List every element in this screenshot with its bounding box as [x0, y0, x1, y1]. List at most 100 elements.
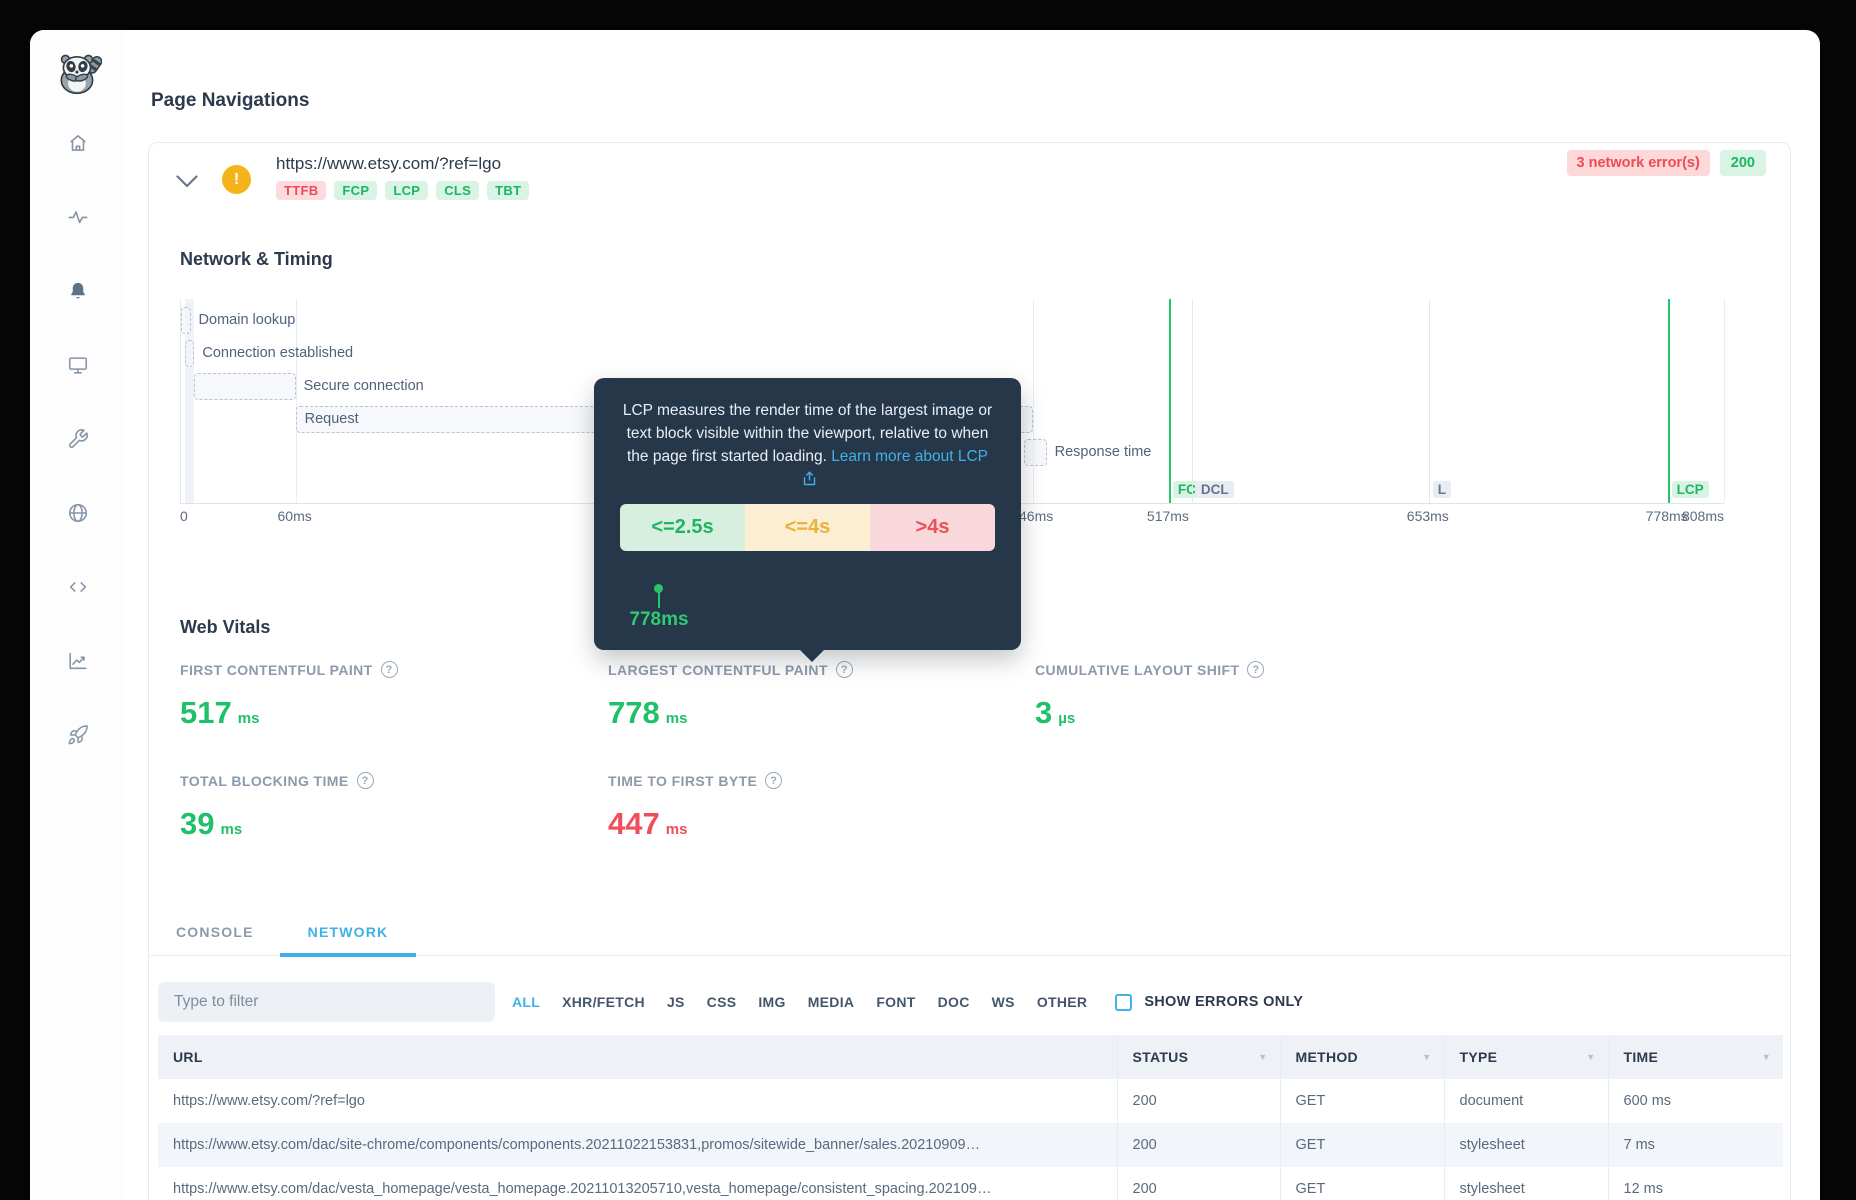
type-cell: stylesheet: [1443, 1123, 1608, 1167]
lcp-tooltip-text: LCP measures the render time of the larg…: [620, 399, 995, 491]
metric-label: LARGEST CONTENTFUL PAINT?: [608, 661, 1035, 678]
filter-input[interactable]: [158, 982, 495, 1022]
table-row[interactable]: https://www.etsy.com/?ref=lgo 200 GET docum…: [158, 1079, 1783, 1123]
line-chart-icon[interactable]: [67, 650, 89, 672]
help-icon[interactable]: ?: [380, 661, 398, 678]
type-filter-all[interactable]: ALL: [512, 994, 541, 1010]
metric-largest-contentful-paint: LARGEST CONTENTFUL PAINT? 778 ms: [608, 661, 1035, 738]
main-content: Page Navigations ! https://www.etsy.com/…: [125, 30, 1820, 1200]
metric-label: CUMULATIVE LAYOUT SHIFT?: [1035, 661, 1759, 678]
column-header-url: URL: [158, 1035, 1117, 1079]
waterfall-time-axis: 0 60ms 446ms 517ms 653ms 778ms 808ms: [180, 508, 1724, 528]
type-filters: ALL XHR/FETCH JS CSS IMG MEDIA FONT DOC WS OTHER: [512, 994, 1087, 1010]
metric-badge-fcp[interactable]: FCP: [334, 181, 378, 200]
app-window: Page Navigations ! https://www.etsy.com/…: [30, 30, 1820, 1200]
metric-label: TIME TO FIRST BYTE?: [608, 772, 1035, 789]
metric-badges: TTFB FCP LCP CLS TBT: [276, 181, 530, 200]
metric-label: TOTAL BLOCKING TIME?: [180, 772, 608, 789]
lcp-learn-more-link[interactable]: Learn more about LCP: [799, 448, 988, 488]
event-line-dcl: [1191, 299, 1193, 503]
metric-badge-lcp[interactable]: LCP: [385, 181, 429, 200]
type-filter-js[interactable]: JS: [666, 994, 685, 1010]
type-filter-doc[interactable]: DOC: [937, 994, 970, 1010]
wrench-icon[interactable]: [67, 428, 89, 450]
phase-label: Domain lookup: [198, 312, 296, 328]
phase-bar-domain-lookup: [181, 307, 191, 334]
column-header-status[interactable]: STATUS ▼: [1116, 1035, 1280, 1079]
code-icon[interactable]: [67, 576, 89, 598]
network-errors-badge[interactable]: 3 network error(s): [1566, 150, 1710, 176]
lcp-threshold-bar: <=2.5s <=4s >4s: [620, 504, 995, 551]
table-row[interactable]: https://www.etsy.com/dac/vesta_homepage/…: [158, 1167, 1783, 1200]
tab-network[interactable]: NETWORK: [279, 924, 417, 957]
metric-badge-ttfb[interactable]: TTFB: [276, 181, 327, 200]
axis-tick-778ms: 778ms: [1645, 508, 1688, 524]
show-errors-only-toggle[interactable]: SHOW ERRORS ONLY: [1115, 993, 1304, 1011]
event-badge-lcp: LCP: [1671, 481, 1709, 498]
method-cell: GET: [1279, 1123, 1444, 1167]
type-filter-img[interactable]: IMG: [758, 994, 786, 1010]
event-badge-dcl: DCL: [1195, 481, 1234, 498]
waterfall-row: Domain lookup: [181, 307, 1724, 334]
rocket-icon[interactable]: [67, 724, 89, 746]
sort-icon[interactable]: ▼: [1761, 1052, 1771, 1062]
type-filter-css[interactable]: CSS: [706, 994, 737, 1010]
sort-icon[interactable]: ▼: [1586, 1052, 1596, 1062]
time-cell: 12 ms: [1607, 1167, 1783, 1200]
http-status-badge: 200: [1719, 150, 1766, 176]
bell-icon[interactable]: [67, 280, 89, 302]
lcp-range-good: <=2.5s: [620, 504, 745, 551]
event-line-fcp: [1168, 299, 1171, 503]
show-errors-checkbox[interactable]: [1115, 993, 1133, 1011]
table-header-row: URL STATUS ▼ METHOD ▼ TYPE ▼ TIME ▼: [158, 1035, 1783, 1079]
connection-band: [184, 299, 195, 503]
type-filter-xhr-fetch[interactable]: XHR/FETCH: [562, 994, 645, 1010]
column-header-type[interactable]: TYPE ▼: [1443, 1035, 1608, 1079]
metric-value: 3 µs: [1035, 695, 1076, 730]
metric-badge-cls[interactable]: CLS: [436, 181, 480, 200]
navigation-header: ! https://www.etsy.com/?ref=lgo TTFB FCP L…: [149, 143, 1790, 227]
lcp-description: LCP measures the render time of the larg…: [622, 402, 993, 465]
method-cell: GET: [1279, 1167, 1444, 1200]
lcp-marker-dot: [654, 584, 663, 593]
help-icon[interactable]: ?: [765, 772, 783, 789]
home-icon[interactable]: [67, 132, 89, 154]
sort-icon[interactable]: ▼: [1258, 1052, 1268, 1062]
globe-icon[interactable]: [67, 502, 89, 524]
metric-badge-tbt[interactable]: TBT: [487, 181, 530, 200]
column-header-method[interactable]: METHOD ▼: [1279, 1035, 1444, 1079]
sort-icon[interactable]: ▼: [1422, 1052, 1432, 1062]
axis-tick-653ms: 653ms: [1406, 508, 1449, 524]
help-icon[interactable]: ?: [356, 772, 374, 789]
type-filter-other[interactable]: OTHER: [1036, 994, 1088, 1010]
url-block: https://www.etsy.com/?ref=lgo TTFB FCP LCP…: [276, 154, 530, 200]
table-row[interactable]: https://www.etsy.com/dac/site-chrome/com…: [158, 1123, 1783, 1167]
gridline-808ms: [1724, 299, 1725, 503]
axis-tick-517ms: 517ms: [1146, 508, 1189, 524]
metric-value: 778 ms: [608, 695, 688, 730]
tab-console[interactable]: CONSOLE: [176, 924, 254, 940]
column-header-time[interactable]: TIME ▼: [1607, 1035, 1783, 1079]
help-icon[interactable]: ?: [835, 661, 853, 678]
waterfall-row: Secure connection: [181, 373, 1724, 400]
lcp-range-bad: >4s: [870, 504, 995, 551]
metric-value: 447 ms: [608, 806, 688, 841]
axis-tick-60ms: 60ms: [277, 508, 312, 524]
chevron-down-icon[interactable]: [176, 175, 198, 188]
help-icon[interactable]: ?: [1247, 661, 1265, 678]
url-cell: https://www.etsy.com/dac/vesta_homepage/…: [173, 1181, 992, 1197]
phase-label: Response time: [1054, 444, 1152, 460]
phase-label: Secure connection: [303, 378, 424, 394]
show-errors-label: SHOW ERRORS ONLY: [1144, 994, 1304, 1010]
sidebar: [30, 30, 125, 1200]
page-url[interactable]: https://www.etsy.com/?ref=lgo: [276, 154, 502, 173]
activity-icon[interactable]: [67, 206, 89, 228]
axis-tick-0: 0: [180, 508, 188, 524]
monitor-icon[interactable]: [67, 354, 89, 376]
metric-total-blocking-time: TOTAL BLOCKING TIME? 39 ms: [180, 772, 608, 849]
gridline-60ms: [295, 299, 297, 503]
axis-tick-446ms: 446ms: [1011, 508, 1054, 524]
type-filter-font[interactable]: FONT: [876, 994, 916, 1010]
type-filter-ws[interactable]: WS: [991, 994, 1015, 1010]
type-filter-media[interactable]: MEDIA: [807, 994, 855, 1010]
